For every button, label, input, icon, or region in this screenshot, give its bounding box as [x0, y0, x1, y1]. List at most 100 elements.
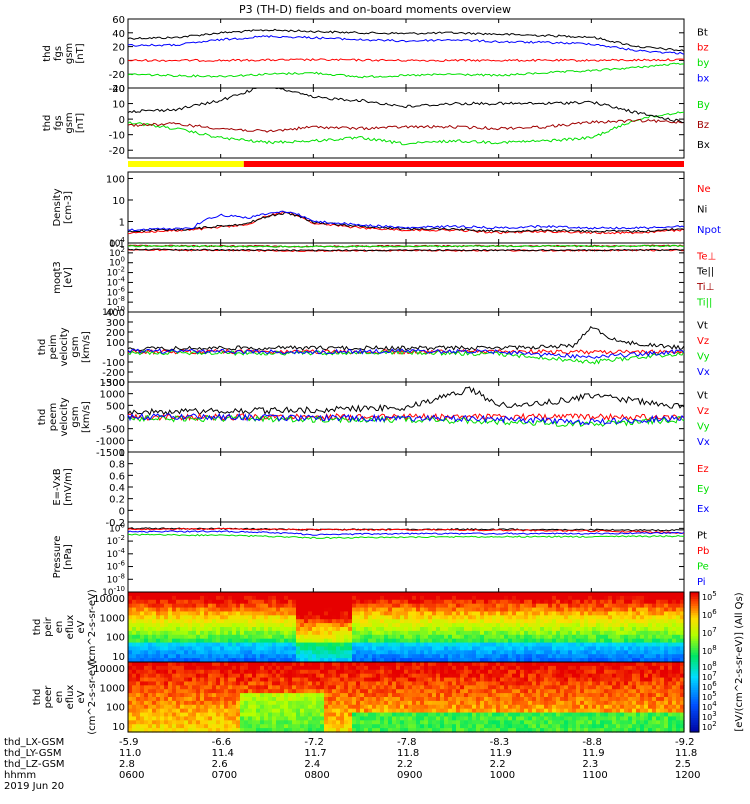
heatmap-cell — [436, 720, 441, 724]
heatmap-cell — [488, 643, 493, 647]
heatmap-cell — [384, 623, 389, 627]
legend-Ex: Ex — [697, 504, 709, 515]
heatmap-cell — [532, 596, 537, 600]
heatmap-cell — [340, 635, 345, 639]
heatmap-cell — [568, 600, 573, 604]
heatmap-cell — [152, 689, 157, 693]
heatmap-cell — [660, 615, 665, 619]
heatmap-cell — [244, 705, 249, 709]
heatmap-cell — [196, 631, 201, 635]
heatmap-cell — [624, 592, 629, 596]
heatmap-cell — [448, 592, 453, 596]
heatmap-cell — [244, 724, 249, 728]
heatmap-cell — [204, 670, 209, 674]
heatmap-cell — [216, 635, 221, 639]
heatmap-cell — [256, 662, 261, 666]
heatmap-cell — [184, 623, 189, 627]
heatmap-cell — [144, 643, 149, 647]
heatmap-cell — [420, 631, 425, 635]
legend-Pe: Pe — [697, 562, 709, 573]
heatmap-cell — [232, 720, 237, 724]
heatmap-cell — [472, 724, 477, 728]
heatmap-cell — [440, 670, 445, 674]
heatmap-cell — [188, 666, 193, 670]
heatmap-cell — [336, 705, 341, 709]
heatmap-cell — [256, 643, 261, 647]
heatmap-cell — [628, 592, 633, 596]
heatmap-cell — [192, 685, 197, 689]
heatmap-cell — [220, 619, 225, 623]
heatmap-cell — [336, 693, 341, 697]
heatmap-cell — [544, 654, 549, 658]
heatmap-cell — [140, 685, 145, 689]
heatmap-cell — [212, 689, 217, 693]
heatmap-cell — [516, 681, 521, 685]
heatmap-cell — [292, 623, 297, 627]
heatmap-cell — [160, 720, 165, 724]
heatmap-cell — [508, 619, 513, 623]
heatmap-cell — [312, 608, 317, 612]
heatmap-cell — [456, 678, 461, 682]
heatmap-cell — [468, 619, 473, 623]
heatmap-cell — [128, 592, 133, 596]
heatmap-cell — [296, 674, 301, 678]
heatmap-cell — [596, 631, 601, 635]
heatmap-cell — [472, 674, 477, 678]
heatmap-cell — [188, 604, 193, 608]
heatmap-cell — [468, 678, 473, 682]
heatmap-cell — [536, 689, 541, 693]
heatmap-cell — [504, 685, 509, 689]
heatmap-cell — [512, 693, 517, 697]
heatmap-cell — [168, 600, 173, 604]
heatmap-cell — [608, 635, 613, 639]
heatmap-cell — [332, 693, 337, 697]
heatmap-cell — [204, 724, 209, 728]
heatmap-cell — [272, 701, 277, 705]
heatmap-cell — [264, 701, 269, 705]
heatmap-cell — [540, 615, 545, 619]
heatmap-cell — [248, 639, 253, 643]
heatmap-cell — [224, 705, 229, 709]
heatmap-cell — [424, 670, 429, 674]
heatmap-cell — [280, 627, 285, 631]
heatmap-cell — [244, 701, 249, 705]
heatmap-cell — [376, 693, 381, 697]
heatmap-cell — [356, 674, 361, 678]
heatmap-cell — [588, 681, 593, 685]
heatmap-cell — [152, 713, 157, 717]
y-tick-label: 0.6 — [109, 471, 125, 482]
heatmap-cell — [380, 615, 385, 619]
heatmap-cell — [316, 697, 321, 701]
heatmap-cell — [240, 701, 245, 705]
heatmap-cell — [156, 662, 161, 666]
heatmap-cell — [488, 697, 493, 701]
heatmap-cell — [188, 716, 193, 720]
heatmap-cell — [648, 623, 653, 627]
heatmap-cell — [344, 681, 349, 685]
heatmap-cell — [520, 716, 525, 720]
heatmap-cell — [380, 705, 385, 709]
heatmap-cell — [332, 670, 337, 674]
heatmap-cell — [176, 650, 181, 654]
heatmap-cell — [388, 608, 393, 612]
heatmap-cell — [668, 600, 673, 604]
heatmap-cell — [540, 600, 545, 604]
heatmap-cell — [500, 724, 505, 728]
heatmap-cell — [380, 596, 385, 600]
heatmap-cell — [404, 639, 409, 643]
heatmap-cell — [508, 646, 513, 650]
heatmap-cell — [240, 662, 245, 666]
heatmap-cell — [460, 600, 465, 604]
heatmap-cell — [132, 674, 137, 678]
heatmap-cell — [140, 724, 145, 728]
heatmap-cell — [324, 654, 329, 658]
heatmap-cell — [512, 654, 517, 658]
heatmap-cell — [268, 689, 273, 693]
heatmap-cell — [168, 596, 173, 600]
heatmap-cell — [340, 724, 345, 728]
page-title: P3 (TH-D) fields and on-board moments ov… — [239, 3, 511, 16]
heatmap-cell — [616, 631, 621, 635]
heatmap-cell — [260, 670, 265, 674]
heatmap-cell — [156, 713, 161, 717]
heatmap-cell — [300, 650, 305, 654]
